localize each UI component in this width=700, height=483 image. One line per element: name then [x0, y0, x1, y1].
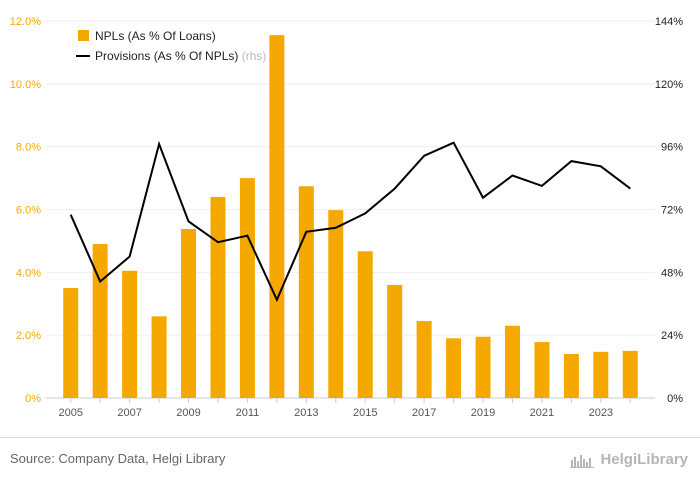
brand-name: HelgiLibrary [600, 450, 688, 468]
left-tick-label: 12.0% [10, 16, 41, 28]
npl-bar [593, 351, 609, 398]
left-tick-label: 0% [25, 393, 41, 405]
npl-bar [239, 178, 255, 398]
npl-bar [416, 321, 432, 398]
right-tick-label: 0% [667, 393, 683, 405]
npl-bar [92, 244, 108, 398]
npl-bar [387, 284, 403, 398]
right-tick-label: 48% [661, 267, 683, 279]
right-tick-label: 96% [661, 142, 683, 154]
library-logo-icon [570, 455, 595, 468]
left-axis-ticks: 0% 2.0% 4.0% 6.0% 8.0% 10.0% 12.0% [10, 16, 41, 405]
x-tick-label: 2005 [58, 407, 82, 419]
left-tick-label: 4.0% [16, 267, 41, 279]
x-tick-label: 2011 [236, 407, 260, 419]
right-tick-label: 120% [655, 79, 683, 91]
npl-bar [563, 354, 579, 398]
npl-bar [298, 186, 314, 398]
right-tick-label: 144% [655, 16, 683, 28]
npl-bar [151, 316, 167, 398]
right-tick-label: 72% [661, 205, 683, 217]
x-tick-label: 2017 [412, 407, 436, 419]
left-tick-label: 10.0% [10, 79, 41, 91]
npl-bar [475, 336, 491, 398]
provisions-line-group [69, 140, 631, 303]
npl-bar [122, 270, 138, 398]
right-tick-label: 24% [661, 330, 683, 342]
npl-bar [534, 342, 550, 398]
legend-bar-swatch [78, 30, 89, 41]
right-axis-ticks: 0% 24% 48% 72% 96% 120% 144% [655, 16, 683, 405]
left-tick-label: 8.0% [16, 142, 41, 154]
x-tick-label: 2023 [589, 407, 613, 419]
brand-logo: HelgiLibrary [570, 448, 688, 470]
npl-bar [269, 35, 285, 398]
x-tick-label: 2019 [471, 407, 495, 419]
npl-bar [446, 338, 462, 398]
npl-bar [504, 325, 520, 398]
chart-canvas: 0% 2.0% 4.0% 6.0% 8.0% 10.0% 12.0% 0% 24% 48% 72%… [10, 16, 683, 419]
x-tick-label: 2015 [353, 407, 377, 419]
footer-divider [0, 437, 700, 438]
x-tick-label: 2013 [294, 407, 318, 419]
gridlines [46, 20, 655, 399]
x-tick-label: 2007 [117, 407, 141, 419]
provisions-line [69, 140, 631, 303]
x-tick-label: 2009 [176, 407, 200, 419]
left-tick-label: 2.0% [16, 330, 41, 342]
x-tick-label: 2021 [530, 407, 554, 419]
npl-bar [181, 228, 197, 398]
source-note: Source: Company Data, Helgi Library [10, 451, 226, 466]
npl-bar [210, 196, 226, 398]
left-tick-label: 6.0% [16, 205, 41, 217]
legend-rhs-note: (rhs) [242, 49, 267, 63]
npl-bar [63, 288, 79, 398]
npl-bars [63, 35, 638, 398]
legend-label-provisions: Provisions (As % Of NPLs) (rhs) [95, 49, 266, 63]
legend: NPLs (As % Of Loans) Provisions (As % Of … [76, 29, 266, 63]
x-axis-ticks: 2005 2007 2009 2011 2013 2015 2017 2019 2021 2023 [58, 398, 631, 419]
legend-label-npls: NPLs (As % Of Loans) [95, 29, 216, 43]
npl-bar [622, 350, 638, 398]
npl-bar [357, 251, 373, 398]
npl-bar [328, 210, 344, 398]
